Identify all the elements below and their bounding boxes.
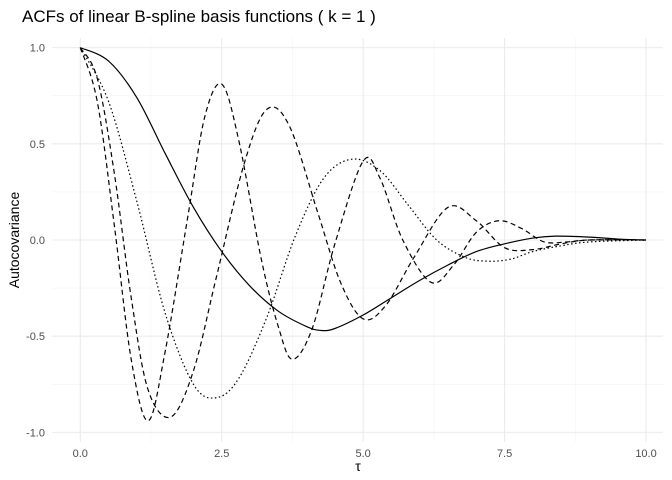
x-tick-label: 2.5 [214,448,229,460]
acf-series-line-3-dashed [79,47,647,419]
grid-lines [52,38,663,442]
x-tick-label: 0.0 [73,448,88,460]
y-tick-label: 0.0 [30,235,45,247]
y-tick-label: 1.0 [30,43,45,55]
y-tick-label: -0.5 [26,331,45,343]
y-tick-label: -1.0 [26,427,45,439]
y-tick-label: 0.5 [30,139,45,151]
tick-labels: 0.0 2.5 5.0 7.5 10.0 -1.0 -0.5 0.0 0.5 1.0 [26,43,657,460]
x-tick-label: 7.5 [497,448,512,460]
acf-series-line-1-solid [80,47,647,332]
x-tick-label: 5.0 [356,448,371,460]
x-tick-label: 10.0 [635,448,656,460]
series-group [79,47,647,422]
y-axis-title: Autocovariance [6,192,22,289]
chart-title: ACFs of linear B-spline basis functions … [22,7,376,26]
x-axis-title: τ [355,458,361,474]
